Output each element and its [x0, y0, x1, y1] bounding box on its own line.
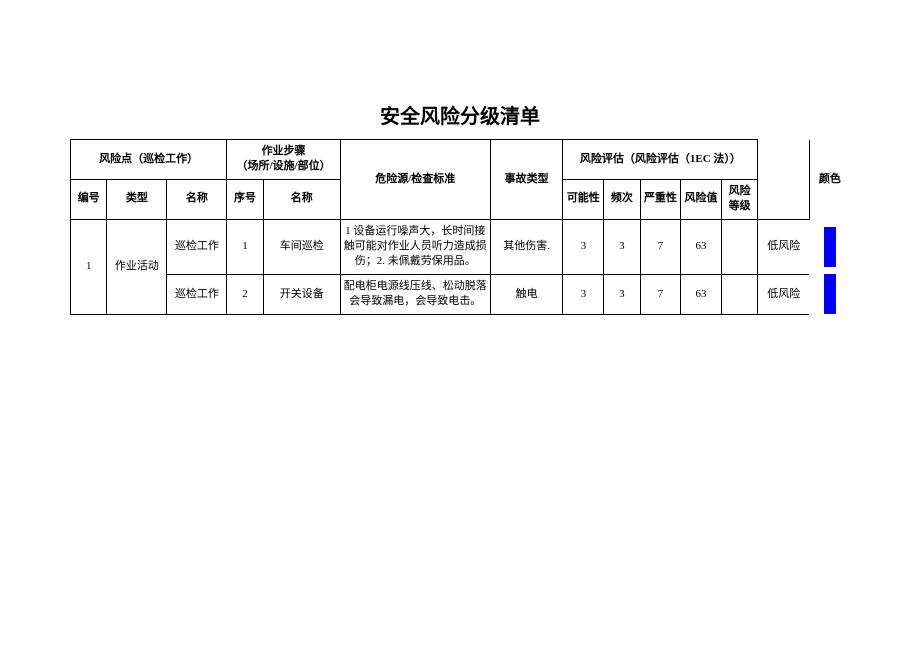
cell-gap [721, 219, 757, 274]
hdr-val: 风险值 [681, 179, 722, 219]
cell-name: 巡检工作 [167, 274, 227, 314]
cell-seq: 2 [227, 274, 263, 314]
cell-prob: 3 [563, 219, 604, 274]
cell-hazard: 配电柜电源线压线、松动脱落会导致漏电，会导致电击。 [340, 274, 490, 314]
cell-sev: 7 [640, 219, 681, 274]
cell-accident: 其他伤害. [490, 219, 563, 274]
cell-val: 63 [681, 219, 722, 274]
hdr-seq: 序号 [227, 179, 263, 219]
hdr-color: 颜色 [809, 140, 850, 220]
hdr-risk-point: 风险点（巡检工作） [71, 140, 227, 180]
cell-sev: 7 [640, 274, 681, 314]
cell-name: 巡检工作 [167, 219, 227, 274]
cell-gap [721, 274, 757, 314]
cell-freq: 3 [604, 274, 640, 314]
cell-step: 开关设备 [263, 274, 340, 314]
cell-prob: 3 [563, 274, 604, 314]
cell-level: 低风险 [758, 219, 809, 274]
hdr-risk-eval: 风险评估（风险评估（1EC 法）） [563, 140, 758, 180]
hdr-prob: 可能性 [563, 179, 604, 219]
cell-type: 作业活动 [107, 219, 167, 314]
cell-freq: 3 [604, 219, 640, 274]
hdr-num: 编号 [71, 179, 107, 219]
cell-step: 车间巡检 [263, 219, 340, 274]
hdr-name: 名称 [167, 179, 227, 219]
hdr-level: 风险等级 [721, 179, 757, 219]
cell-val: 63 [681, 274, 722, 314]
cell-hazard: 1 设备运行噪声大，长时间接触可能对作业人员听力造成损伤；2. 未佩戴劳保用品。 [340, 219, 490, 274]
table-row: 1作业活动巡检工作1车间巡检1 设备运行噪声大，长时间接触可能对作业人员听力造成… [71, 219, 851, 274]
cell-seq: 1 [227, 219, 263, 274]
cell-level: 低风险 [758, 274, 809, 314]
cell-accident: 触电 [490, 274, 563, 314]
page-title: 安全风险分级清单 [70, 100, 850, 129]
color-swatch [824, 274, 836, 314]
risk-table: 风险点（巡检工作） 作业步骤 （场所/设施/部位） 危险源/检查标准 事故类型 … [70, 139, 850, 315]
cell-color [809, 219, 850, 274]
color-swatch [824, 227, 836, 267]
hdr-type: 类型 [107, 179, 167, 219]
hdr-freq: 频次 [604, 179, 640, 219]
table-row: 巡检工作2开关设备配电柜电源线压线、松动脱落会导致漏电，会导致电击。触电3376… [71, 274, 851, 314]
hdr-sev: 严重性 [640, 179, 681, 219]
hdr-step-name: 名称 [263, 179, 340, 219]
cell-color [809, 274, 850, 314]
hdr-work-step: 作业步骤 （场所/设施/部位） [227, 140, 340, 180]
cell-num: 1 [71, 219, 107, 314]
hdr-accident: 事故类型 [490, 140, 563, 220]
hdr-hazard: 危险源/检查标准 [340, 140, 490, 220]
